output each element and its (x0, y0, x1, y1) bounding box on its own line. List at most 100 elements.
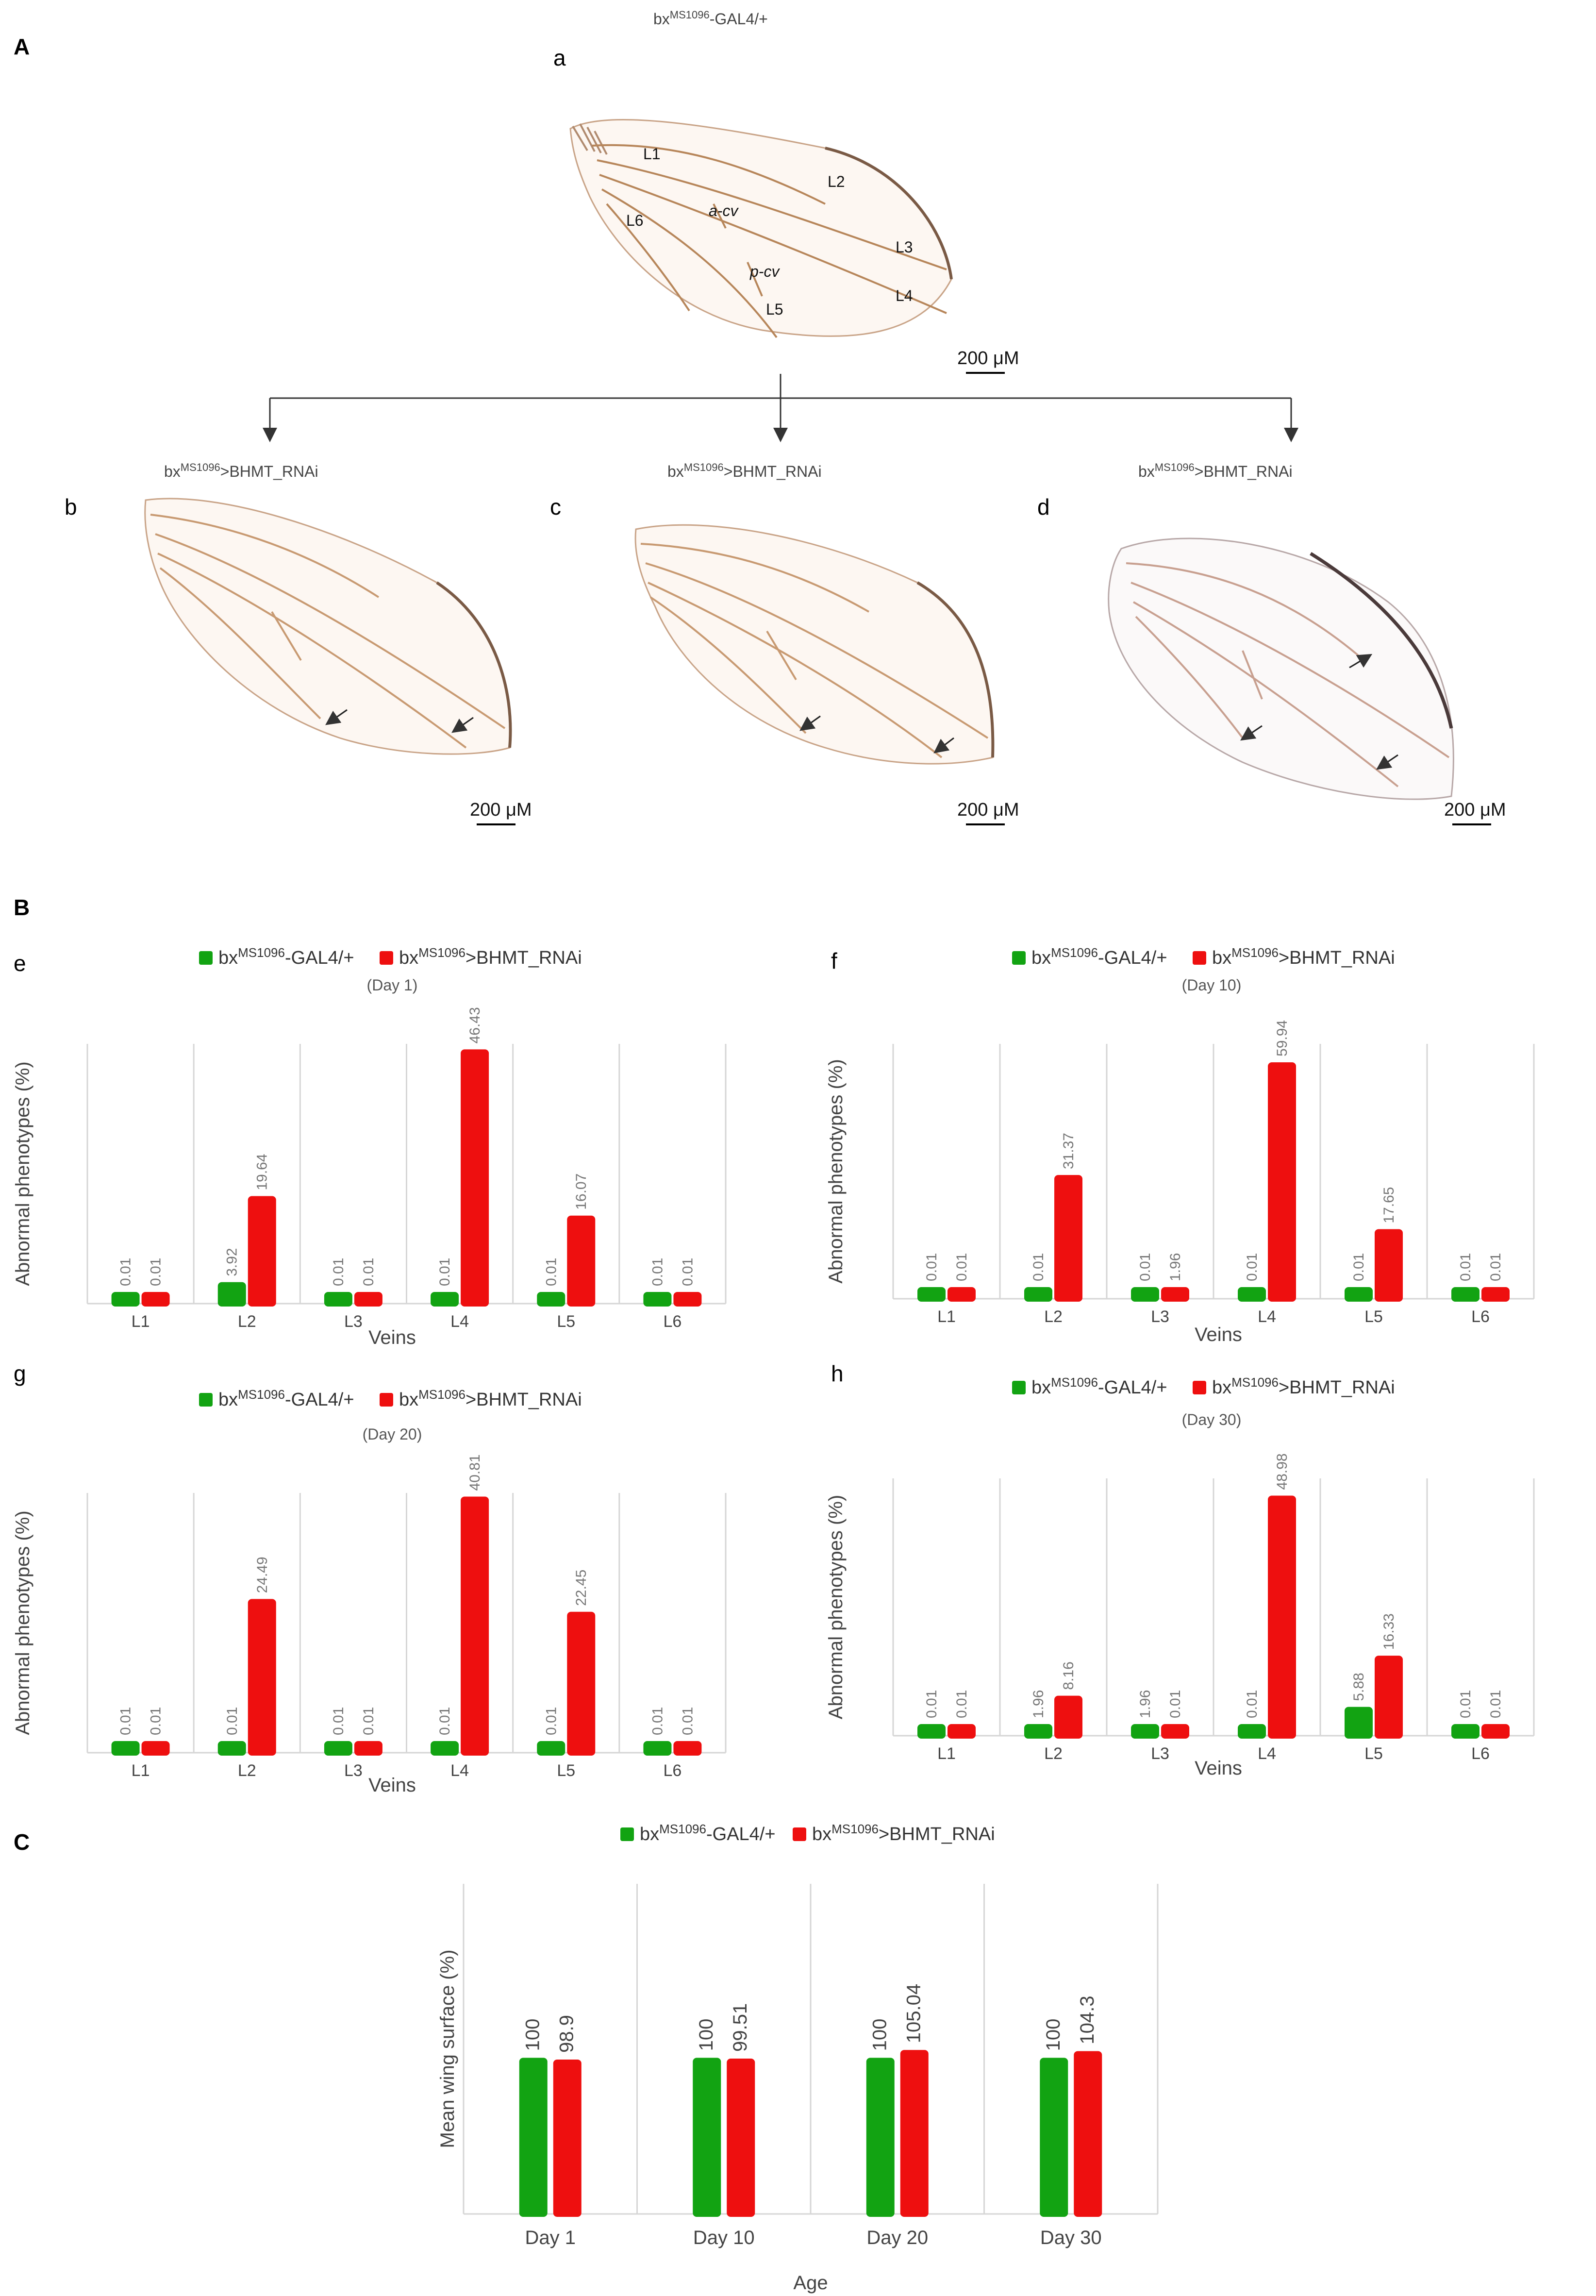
data-label-control: 0.01 (649, 1258, 665, 1286)
chart-day-label: (Day 1) (367, 976, 418, 994)
x-tick-label: L2 (238, 1312, 256, 1331)
x-tick-label: L5 (557, 1312, 575, 1331)
rnai-genotype-d: bxMS1096>BHMT_RNAi (1138, 461, 1293, 480)
x-tick-label: Day 1 (525, 2227, 576, 2248)
bar-control-l6 (643, 1741, 672, 1756)
data-label-control: 0.01 (1458, 1253, 1474, 1281)
x-tick-label: L5 (1364, 1744, 1383, 1763)
bar-rnai-l3 (354, 1292, 382, 1307)
chart-letter-g: g (14, 1361, 26, 1386)
data-label-control: 5.88 (1351, 1673, 1367, 1701)
wildtype-genotype-title: bxMS1096-GAL4/+ (653, 9, 768, 28)
data-label-control: 0.01 (543, 1258, 559, 1286)
bar-rnai-l4 (1268, 1062, 1296, 1302)
data-label-control: 0.01 (331, 1258, 347, 1286)
data-label-control: 0.01 (924, 1690, 940, 1718)
y-axis-label: Abnormal phenotypes (%) (12, 1061, 33, 1286)
bar-control-l2 (1024, 1287, 1052, 1302)
data-label-rnai: 0.01 (1488, 1690, 1504, 1718)
data-label-control: 1.96 (1137, 1690, 1153, 1718)
chart-letter-f: f (831, 948, 837, 973)
bar-control-l4 (431, 1292, 459, 1307)
legend-label-control: bxMS1096-GAL4/+ (1031, 1375, 1167, 1398)
bar-rnai-l2 (1054, 1695, 1082, 1739)
bar-control-l6 (1451, 1287, 1480, 1302)
scale-bar-label-c: 200 μM (957, 800, 1019, 820)
x-tick-label: Day 20 (866, 2227, 928, 2248)
x-tick-label: L6 (1471, 1744, 1490, 1763)
bar-control-l2 (1024, 1724, 1052, 1739)
bar-rnai-l5 (567, 1611, 596, 1756)
sub-label-b: b (65, 494, 77, 520)
x-tick-label: L1 (132, 1312, 150, 1331)
bar-control-l6 (1451, 1724, 1480, 1739)
x-axis-label: Veins (1195, 1758, 1242, 1779)
bar-control-l1 (111, 1741, 140, 1756)
data-label-control: 0.01 (649, 1707, 665, 1735)
bar-control (1040, 2058, 1068, 2217)
bar-rnai-l5 (1375, 1229, 1403, 1302)
vein-label-l4: L4 (896, 287, 913, 304)
legend-label-control: bxMS1096-GAL4/+ (1031, 945, 1167, 968)
legend-swatch-control (199, 951, 213, 965)
data-label-control: 3.92 (224, 1248, 240, 1276)
y-axis-label: Abnormal phenotypes (%) (825, 1495, 847, 1719)
data-label-control: 0.01 (543, 1707, 559, 1735)
x-tick-label: L4 (450, 1312, 469, 1331)
x-tick-label: L4 (1258, 1744, 1276, 1763)
data-label-rnai: 22.45 (573, 1570, 589, 1606)
data-label-control: 1.96 (1031, 1690, 1047, 1718)
legend-label-control: bxMS1096-GAL4/+ (218, 1387, 354, 1410)
data-label-rnai: 105.04 (903, 1984, 925, 2043)
chart-day-label: (Day 10) (1182, 976, 1242, 994)
bar-control-l3 (1131, 1287, 1159, 1302)
bar-rnai-l6 (673, 1741, 702, 1756)
vein-label-l1: L1 (643, 145, 661, 163)
bar-control-l3 (324, 1741, 352, 1756)
bar-control-l5 (1345, 1707, 1373, 1739)
data-label-control: 0.01 (1244, 1253, 1260, 1281)
x-tick-label: L1 (937, 1744, 956, 1763)
data-label-rnai: 0.01 (680, 1707, 696, 1735)
bar-rnai-l3 (1161, 1287, 1189, 1302)
bar-rnai-l2 (248, 1599, 276, 1756)
data-label-control: 100 (696, 2019, 717, 2051)
bar-rnai-l2 (248, 1196, 276, 1307)
bar-control-l5 (537, 1741, 565, 1756)
wing-image-wildtype: L1 L2 L3 L4 L5 L6 a-cv p-cv (569, 118, 953, 338)
legend-swatch-rnai (1193, 951, 1206, 965)
legend-swatch-control (1012, 1381, 1026, 1394)
bar-control-l5 (537, 1292, 565, 1307)
data-label-rnai: 40.81 (467, 1454, 483, 1491)
bar-rnai (727, 2058, 755, 2217)
legend-label-rnai: bxMS1096>BHMT_RNAi (1212, 1375, 1395, 1398)
legend-swatch-rnai (380, 951, 393, 965)
x-axis-label: Veins (368, 1775, 416, 1796)
data-label-rnai: 8.16 (1061, 1661, 1077, 1690)
bar-control-l5 (1345, 1287, 1373, 1302)
data-label-control: 0.01 (437, 1258, 453, 1286)
bar-rnai-l1 (948, 1724, 976, 1739)
legend-label-rnai: bxMS1096>BHMT_RNAi (399, 1387, 582, 1410)
data-label-control: 0.01 (1351, 1253, 1367, 1281)
bar-control-l1 (111, 1292, 140, 1307)
bar-rnai-l4 (461, 1496, 489, 1756)
data-label-control: 100 (869, 2019, 891, 2051)
bar-control-l4 (1238, 1724, 1266, 1739)
bar-control-l3 (324, 1292, 352, 1307)
data-label-rnai: 98.9 (556, 2015, 578, 2053)
bar-rnai-l3 (1161, 1724, 1189, 1739)
data-label-rnai: 0.01 (148, 1707, 164, 1735)
scale-bar-label-a: 200 μM (957, 348, 1019, 369)
data-label-rnai: 0.01 (361, 1707, 377, 1735)
bar-rnai-l6 (1481, 1287, 1510, 1302)
scale-bar-label-b: 200 μM (470, 800, 532, 820)
sub-label-d: d (1037, 494, 1050, 520)
sub-label-a: a (553, 45, 566, 70)
bar-rnai-l1 (141, 1741, 170, 1756)
bracket-connector (263, 374, 1298, 442)
data-label-rnai: 17.65 (1381, 1187, 1397, 1223)
x-tick-label: L4 (1258, 1307, 1276, 1326)
chart-wing-surface: bxMS1096-GAL4/+ bxMS1096>BHMT_RNAi Mean wi… (437, 1822, 1159, 2294)
